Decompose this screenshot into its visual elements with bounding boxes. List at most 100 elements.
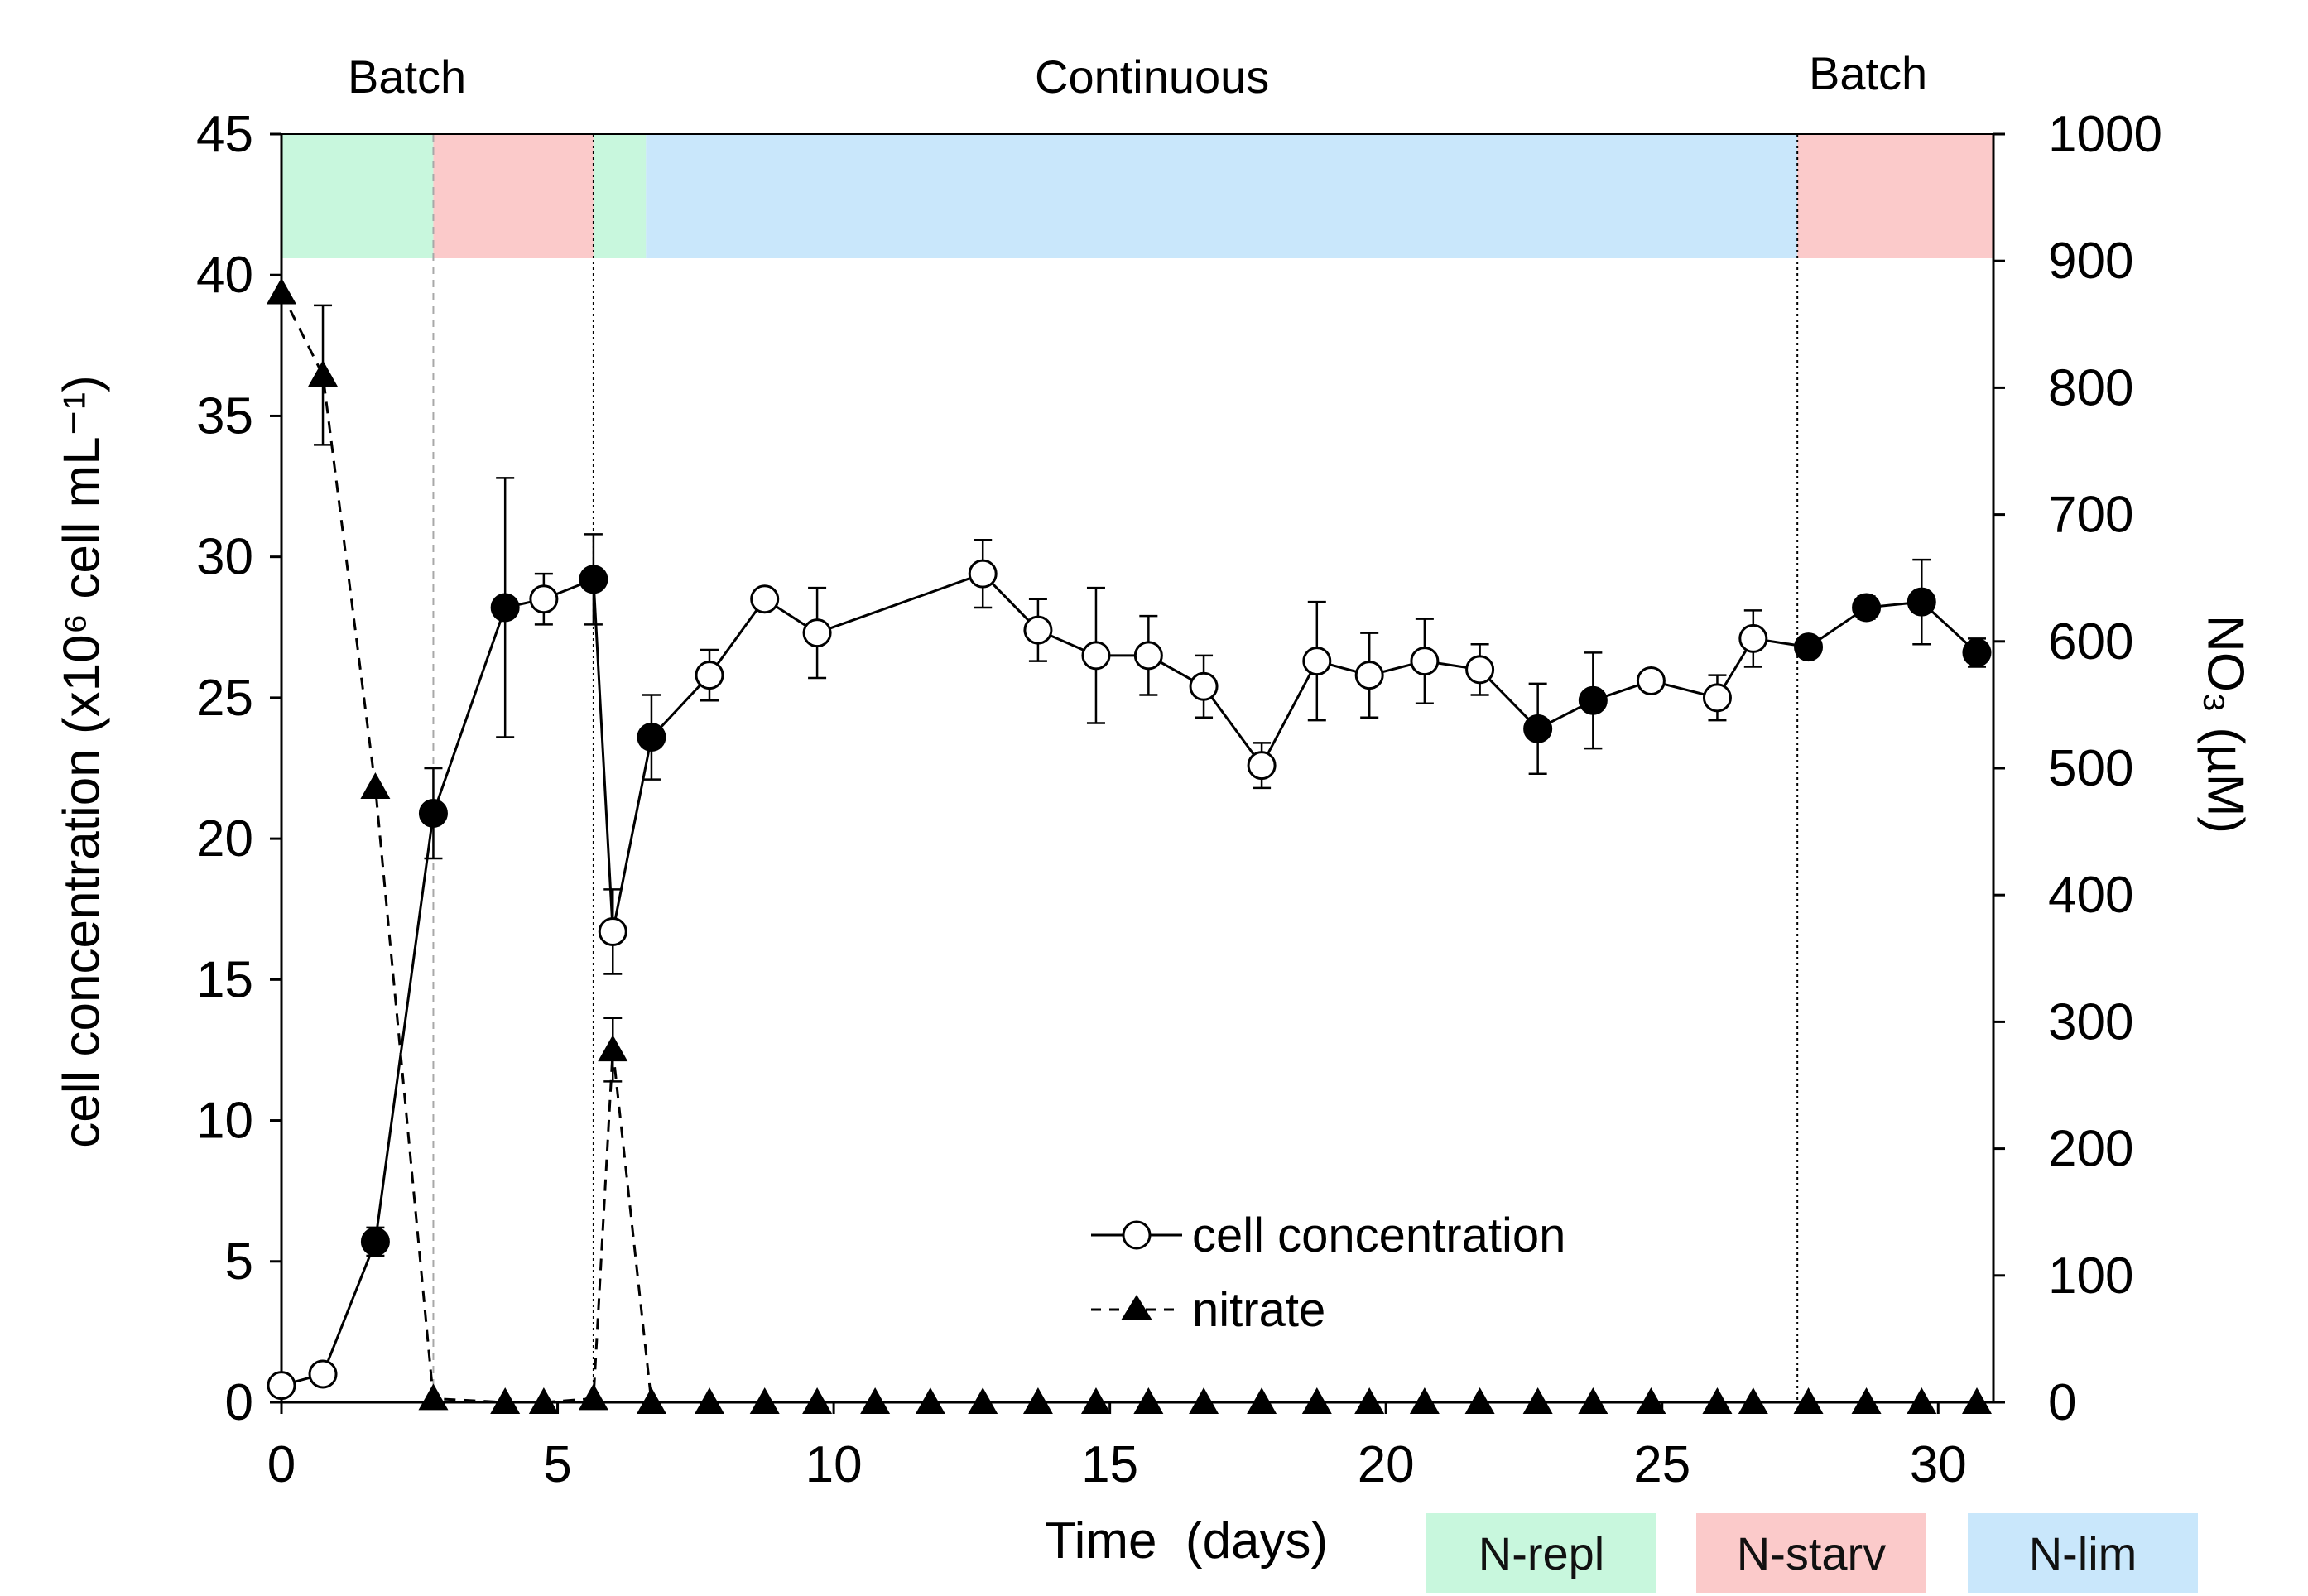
phase-label-continuous: Continuous (1035, 50, 1270, 103)
x-tick-label-3: 15 (1081, 1436, 1138, 1493)
cell-point-24 (1636, 666, 1666, 695)
nitrate-point-19 (1247, 1387, 1277, 1414)
nitrate-point-20 (1301, 1387, 1332, 1414)
nitrate-point-2 (360, 772, 391, 799)
cell-point-25 (1702, 683, 1732, 713)
regime-band-0 (281, 134, 434, 258)
cell-point-15 (1133, 641, 1163, 671)
series-markers (267, 277, 1992, 1414)
x-tick-label-2: 10 (805, 1436, 863, 1493)
tick-labels: 0 5 10 15 20 25 300510152025303540450100200300… (196, 106, 2162, 1493)
nitrate-point-17 (1133, 1387, 1164, 1414)
y-left-tick-label-9: 45 (196, 106, 253, 163)
cell-point-28 (1852, 593, 1882, 623)
phase-dividers (432, 134, 1799, 1402)
cell-point-23 (1578, 685, 1608, 715)
nitrate-point-6 (578, 1383, 608, 1411)
nitrate-point-10 (749, 1387, 780, 1414)
y-left-tick-label-7: 35 (196, 387, 253, 445)
legend-nitrate: nitrate (1192, 1283, 1325, 1337)
nitrate-point-21 (1354, 1387, 1385, 1414)
x-axis-title: Time (days) (1045, 1512, 1329, 1570)
nitrate-point-27 (1702, 1387, 1733, 1414)
y-right-tick-label-5: 500 (2048, 740, 2133, 797)
cell-point-13 (1023, 615, 1053, 645)
nitrate-point-15 (1022, 1387, 1053, 1414)
cell-point-29 (1907, 587, 1936, 617)
nitrate-point-22 (1409, 1387, 1440, 1414)
nitrate-point-18 (1189, 1387, 1219, 1414)
y-right-tick-label-2: 200 (2048, 1121, 2133, 1178)
regime-band-3 (646, 134, 1798, 258)
cell-point-10 (750, 584, 780, 614)
x-tick-label-6: 30 (1910, 1436, 1967, 1493)
cell-point-5 (529, 584, 559, 614)
cell-point-2 (360, 1227, 390, 1257)
nitrate-point-9 (695, 1387, 724, 1414)
y-right-tick-label-3: 300 (2048, 993, 2133, 1050)
nitrate-point-3 (418, 1383, 449, 1411)
y-right-tick-label-4: 400 (2048, 867, 2133, 924)
regime-band-4 (1797, 134, 1993, 258)
cell-point-17 (1247, 751, 1277, 781)
regime-legend-n-starv: N-starv (1696, 1513, 1926, 1593)
x-tick-label-0: 0 (267, 1436, 296, 1493)
cell-point-19 (1354, 661, 1384, 690)
cell-point-30 (1962, 637, 1992, 667)
x-tick-label-1: 5 (543, 1436, 571, 1493)
nitrate-point-14 (968, 1387, 998, 1414)
cell-point-18 (1302, 647, 1332, 676)
legend-cell-concentration: cell concentration (1192, 1209, 1565, 1262)
nitrate-point-16 (1080, 1387, 1111, 1414)
cell-point-14 (1081, 641, 1111, 671)
nitrate-point-13 (915, 1387, 945, 1414)
cell-point-0 (267, 1371, 296, 1401)
nitrate-point-25 (1578, 1387, 1608, 1414)
series-legend: cell concentration nitrate (1091, 1209, 1565, 1337)
regime-bands (281, 134, 1993, 258)
regime-band-2 (593, 134, 647, 258)
cell-point-7 (598, 916, 627, 946)
nitrate-point-8 (636, 1387, 666, 1414)
cell-point-4 (490, 593, 520, 623)
y-right-tick-label-8: 800 (2048, 359, 2133, 416)
nitrate-point-24 (1522, 1387, 1553, 1414)
cell-point-27 (1794, 632, 1824, 662)
y-left-tick-label-4: 20 (196, 810, 253, 868)
y-left-tick-label-1: 5 (225, 1233, 253, 1291)
y-left-tick-label-5: 25 (196, 670, 253, 727)
y-axis-title-right: NO₃ (µM) (2196, 614, 2254, 834)
nitrate-point-11 (802, 1387, 833, 1414)
nitrate-point-26 (1636, 1387, 1666, 1414)
y-right-tick-label-1: 100 (2048, 1247, 2133, 1305)
nitrate-point-1 (308, 360, 339, 387)
y-right-tick-label-9: 900 (2048, 233, 2133, 290)
nitrate-point-23 (1464, 1387, 1495, 1414)
axes (280, 133, 1995, 1404)
regime-band-1 (433, 134, 594, 258)
cell-point-12 (968, 559, 998, 589)
y-left-tick-label-6: 30 (196, 529, 253, 586)
phase-label-batch-end: Batch (1809, 47, 1928, 99)
cell-point-9 (695, 661, 724, 690)
y-right-tick-label-7: 700 (2048, 487, 2133, 544)
y-left-tick-label-2: 10 (196, 1093, 253, 1150)
nitrate-point-31 (1907, 1387, 1937, 1414)
cell-point-8 (637, 723, 666, 752)
nitrate-point-29 (1793, 1387, 1824, 1414)
nitrate-point-7 (598, 1035, 628, 1062)
nitrate-point-28 (1738, 1387, 1768, 1414)
cell-point-26 (1738, 623, 1768, 653)
x-tick-label-4: 20 (1358, 1436, 1415, 1493)
error-bars (314, 304, 1986, 1257)
cell-point-6 (579, 565, 608, 594)
nitrate-point-30 (1851, 1387, 1882, 1414)
nitrate-point-12 (860, 1387, 891, 1414)
nitrate-point-0 (267, 277, 296, 305)
y-left-tick-label-8: 40 (196, 247, 253, 304)
cell-point-11 (802, 618, 832, 648)
y-right-tick-label-10: 1000 (2048, 106, 2162, 163)
cell-point-3 (418, 798, 448, 828)
cell-point-21 (1465, 655, 1495, 685)
